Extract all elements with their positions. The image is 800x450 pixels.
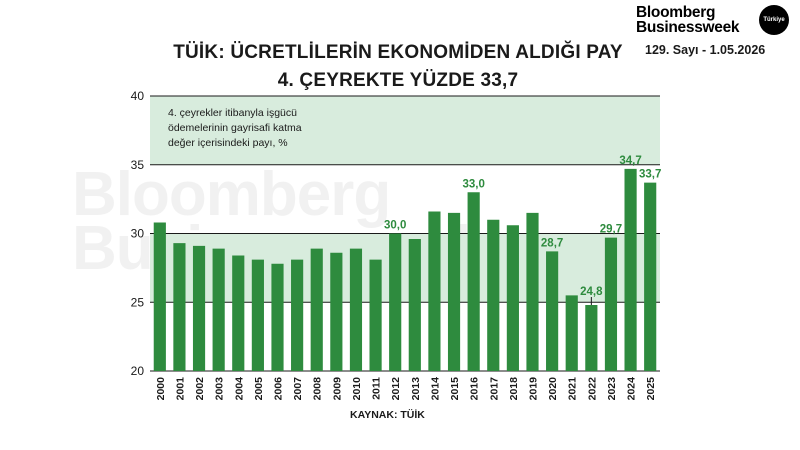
bar-2000 xyxy=(153,222,166,371)
bar-2017 xyxy=(487,219,500,371)
brand-name-line1: Bloomberg xyxy=(636,4,716,21)
x-tick-label-2015: 2015 xyxy=(449,377,461,401)
x-tick-label-2022: 2022 xyxy=(586,377,598,401)
bar-2020 xyxy=(546,251,559,371)
bar-2023 xyxy=(604,237,618,371)
x-tick-label-2007: 2007 xyxy=(292,377,304,401)
x-tick-label-2002: 2002 xyxy=(194,377,206,401)
y-tick-label-20: 20 xyxy=(131,364,145,378)
data-label-2024: 34,7 xyxy=(619,155,641,167)
bar-2009 xyxy=(330,252,343,371)
x-tick-label-2008: 2008 xyxy=(312,377,324,401)
bar-2001 xyxy=(173,243,186,371)
bar-2014 xyxy=(428,211,441,371)
x-tick-label-2021: 2021 xyxy=(567,377,579,401)
x-tick-label-2011: 2011 xyxy=(371,377,383,400)
x-tick-label-2004: 2004 xyxy=(233,377,245,401)
x-tick-label-2020: 2020 xyxy=(547,377,559,401)
bar-2005 xyxy=(251,259,264,371)
x-tick-label-2017: 2017 xyxy=(488,377,500,401)
x-tick-label-2018: 2018 xyxy=(508,377,520,401)
y-tick-label-25: 25 xyxy=(131,295,145,309)
bar-2021 xyxy=(565,295,578,371)
data-label-2025: 33,7 xyxy=(639,169,661,181)
bar-2016 xyxy=(467,192,480,371)
issue-info: 129. Sayı - 1.05.2026 xyxy=(645,43,766,57)
bar-2025 xyxy=(644,182,657,371)
x-tick-label-2013: 2013 xyxy=(410,377,422,401)
bar-2002 xyxy=(192,245,206,371)
chart-note: 4. çeyrekler itibanyla işgücü ödemelerin… xyxy=(168,106,378,151)
bar-2015 xyxy=(447,212,461,371)
x-tick-label-2014: 2014 xyxy=(429,377,441,401)
y-tick-label-30: 30 xyxy=(131,227,145,241)
bar-2003 xyxy=(212,248,225,371)
x-tick-label-2010: 2010 xyxy=(351,377,363,401)
x-tick-label-2012: 2012 xyxy=(390,377,402,401)
x-tick-label-2006: 2006 xyxy=(273,377,285,401)
bar-2019 xyxy=(526,212,539,371)
bar-2010 xyxy=(349,248,363,371)
x-tick-label-2005: 2005 xyxy=(253,377,265,401)
x-tick-label-2009: 2009 xyxy=(331,377,343,401)
x-tick-label-2023: 2023 xyxy=(606,377,618,401)
note-line2: ödemelerinin gayrisafi katma xyxy=(168,122,302,134)
note-line3: değer içerisindeki payı, % xyxy=(168,137,288,149)
bar-2024 xyxy=(624,168,637,371)
note-line1: 4. çeyrekler itibanyla işgücü xyxy=(168,107,297,119)
shaded-band-1 xyxy=(150,96,660,165)
data-label-2022: 24,8 xyxy=(580,286,603,298)
bar-2012 xyxy=(389,233,402,371)
bar-2008 xyxy=(310,248,323,371)
brand-name-line2: Businessweek xyxy=(636,19,740,36)
y-tick-label-40: 40 xyxy=(131,89,145,103)
x-tick-label-2019: 2019 xyxy=(528,377,540,401)
data-label-2012: 30,0 xyxy=(384,220,406,232)
x-tick-label-2025: 2025 xyxy=(645,377,657,401)
brand-logo: Bloomberg Businessweek xyxy=(636,4,740,36)
bar-2004 xyxy=(232,255,245,371)
x-tick-label-2003: 2003 xyxy=(214,377,226,401)
y-tick-label-35: 35 xyxy=(131,158,145,172)
x-tick-label-2016: 2016 xyxy=(469,377,481,401)
bar-2011 xyxy=(369,259,382,371)
data-label-2016: 33,0 xyxy=(462,178,484,190)
bar-2006 xyxy=(271,263,284,371)
bar-2013 xyxy=(408,239,421,371)
data-label-2020: 28,7 xyxy=(541,237,563,249)
bar-2007 xyxy=(291,259,304,371)
x-tick-label-2001: 2001 xyxy=(174,377,186,401)
bar-2022 xyxy=(585,305,598,371)
data-label-2023: 29,7 xyxy=(600,224,622,236)
chart-title-line1: TÜİK: ÜCRETLİLERİN EKONOMİDEN ALDIĞI PAY xyxy=(173,42,623,63)
bar-2018 xyxy=(506,225,519,371)
x-tick-label-2000: 2000 xyxy=(155,377,167,401)
chart-title-line2: 4. ÇEYREKTE YÜZDE 33,7 xyxy=(277,70,519,91)
x-tick-label-2024: 2024 xyxy=(626,377,638,401)
brand-badge: Türkiye xyxy=(759,5,789,35)
source-label: KAYNAK: TÜİK xyxy=(350,409,425,421)
